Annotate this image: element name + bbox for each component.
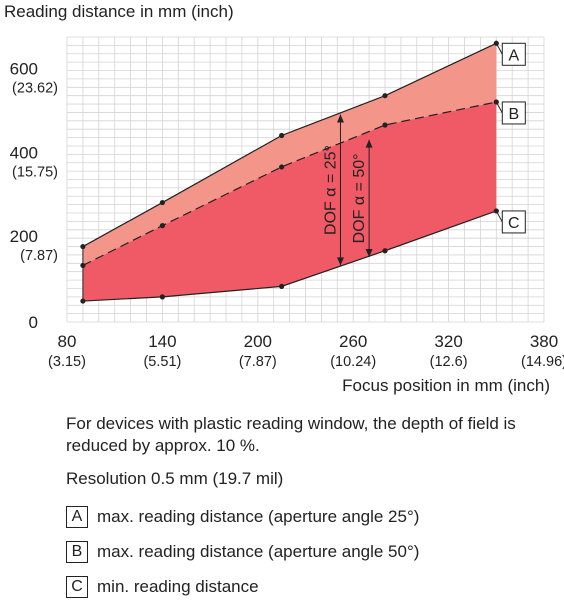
series-box-c bbox=[501, 210, 526, 234]
legend-text-a: max. reading distance (aperture angle 25… bbox=[97, 507, 420, 526]
notes: For devices with plastic reading window,… bbox=[66, 413, 546, 457]
x-tick-label: 320 bbox=[434, 332, 462, 351]
band-25-degree bbox=[82, 43, 497, 266]
data-point-c bbox=[382, 248, 388, 254]
legend-item-a: A max. reading distance (aperture angle … bbox=[66, 505, 419, 529]
series-box-label-c: C bbox=[508, 215, 520, 232]
data-points bbox=[80, 40, 499, 304]
dof-label-2: DOF α = 50° bbox=[351, 153, 368, 243]
data-point-c bbox=[493, 208, 499, 214]
legend-item-c: C min. reading distance bbox=[66, 575, 419, 599]
chart: Reading distance in mm (inch) DOF α = 25… bbox=[4, 2, 564, 395]
data-point-a bbox=[159, 199, 165, 206]
dof-arrowhead-top-1 bbox=[336, 114, 344, 123]
x-tick-label: 200 bbox=[244, 332, 272, 351]
y-tick-sublabel: (15.75) bbox=[12, 164, 58, 180]
data-point-a bbox=[80, 243, 86, 250]
x-tick-sublabel: (5.51) bbox=[143, 354, 181, 370]
x-tick-sublabel: (14.96) bbox=[521, 354, 564, 370]
legend-text-c: min. reading distance bbox=[97, 577, 259, 596]
series-line-b bbox=[82, 101, 497, 266]
y-tick-label: 0 bbox=[29, 313, 38, 332]
dof-arrowhead-bottom-1 bbox=[336, 257, 344, 266]
x-tick-label: 140 bbox=[148, 332, 176, 351]
data-point-b bbox=[80, 262, 86, 269]
x-tick-label: 380 bbox=[530, 332, 558, 351]
x-tick-label: 80 bbox=[58, 332, 77, 351]
leader-line-c bbox=[495, 210, 503, 223]
x-tick-label: 260 bbox=[339, 332, 367, 351]
plastic-window-note: For devices with plastic reading window,… bbox=[66, 414, 516, 455]
dof-arrowhead-bottom-2 bbox=[365, 249, 373, 258]
data-point-b bbox=[279, 164, 285, 170]
x-tick-sublabel: (3.15) bbox=[48, 354, 86, 370]
data-point-b bbox=[382, 122, 388, 128]
y-tick-sublabel: (23.62) bbox=[12, 81, 58, 97]
area-bands bbox=[82, 43, 497, 302]
x-tick-labels: 80 (3.15) 140 (5.51) 200 (7.87) 260 (10.24) 320 (… bbox=[48, 332, 564, 370]
y-tick-label: 200 bbox=[10, 227, 38, 246]
data-point-c bbox=[279, 283, 285, 289]
y-axis-title: Reading distance in mm (inch) bbox=[4, 2, 234, 21]
dof-annotations: DOF α = 25° DOF α = 50° bbox=[322, 114, 373, 266]
series-label-boxes: A B C bbox=[495, 42, 526, 234]
y-tick-sublabel: (7.87) bbox=[20, 248, 58, 264]
y-tick-labels: 0 200 (7.87) 400 (15.75) 600 (23.62) bbox=[10, 60, 58, 332]
data-point-b bbox=[159, 223, 165, 229]
y-tick-label: 600 bbox=[10, 60, 38, 79]
x-tick-sublabel: (12.6) bbox=[430, 354, 468, 370]
series-box-b bbox=[501, 101, 526, 125]
x-axis-title: Focus position in mm (inch) bbox=[342, 376, 550, 395]
legend-key-a: A bbox=[66, 506, 88, 528]
legend-text-b: max. reading distance (aperture angle 50… bbox=[97, 542, 420, 561]
legend-key-c: C bbox=[66, 576, 88, 598]
resolution-title: Resolution 0.5 mm (19.7 mil) bbox=[66, 469, 284, 488]
dof-label-1: DOF α = 25° bbox=[322, 145, 339, 235]
x-tick-sublabel: (7.87) bbox=[239, 354, 277, 370]
leader-line-b bbox=[495, 101, 503, 114]
series-box-label-b: B bbox=[508, 106, 519, 123]
data-point-c bbox=[159, 294, 165, 300]
legend: A max. reading distance (aperture angle … bbox=[66, 505, 419, 610]
legend-item-b: B max. reading distance (aperture angle … bbox=[66, 540, 419, 564]
dof-arrowhead-top-2 bbox=[365, 139, 373, 148]
data-point-a bbox=[279, 132, 285, 139]
band-50-degree bbox=[82, 101, 497, 302]
series-box-label-a: A bbox=[508, 47, 519, 64]
series-box-a bbox=[501, 42, 526, 66]
data-point-c bbox=[80, 298, 86, 304]
x-tick-sublabel: (10.24) bbox=[330, 354, 376, 370]
leader-line-a bbox=[495, 43, 503, 55]
y-tick-label: 400 bbox=[10, 143, 38, 162]
data-point-a bbox=[382, 93, 388, 99]
legend-key-b: B bbox=[66, 541, 88, 563]
